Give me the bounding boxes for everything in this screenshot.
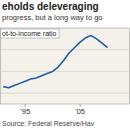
label-box [1,29,60,38]
x-tick-label: '95 [20,107,30,116]
chart: eholds deleveragingprogress, but a long … [0,0,130,130]
x-tick-label: '05 [75,107,85,116]
grid-line [1,49,130,50]
subtitle: progress, but a long way to go [2,13,102,22]
title: eholds deleveraging [2,1,99,12]
data-line [3,36,107,88]
source: Source: Federal Reserve/Hav [2,120,95,127]
axis-label: ot-to-income ratio [2,30,57,37]
plot-marks [3,36,107,88]
grid-line [1,93,130,94]
grid-line [1,71,130,72]
plot-frame [1,28,130,104]
